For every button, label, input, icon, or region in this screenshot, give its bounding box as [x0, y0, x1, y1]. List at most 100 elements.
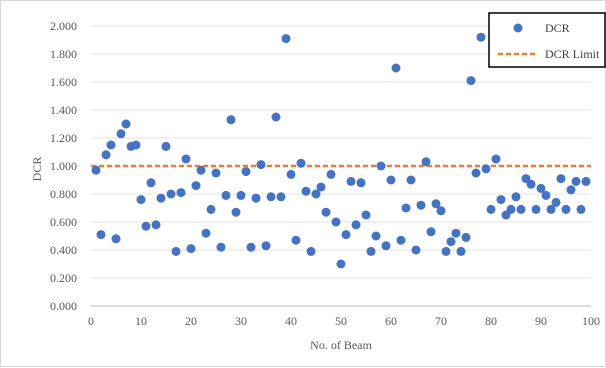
data-point: [341, 230, 351, 240]
data-point: [91, 165, 101, 175]
data-point: [261, 241, 271, 251]
legend-label-dcr: DCR: [545, 21, 570, 35]
data-point: [511, 192, 521, 202]
x-tick-label: 40: [285, 314, 297, 328]
y-tick-label: 1.000: [50, 159, 77, 173]
data-point: [531, 204, 541, 214]
data-point: [101, 150, 111, 160]
data-point: [506, 204, 516, 214]
data-point: [211, 168, 221, 178]
legend-box: [488, 12, 606, 68]
data-point: [136, 195, 146, 205]
data-point: [451, 228, 461, 238]
data-point: [301, 186, 311, 196]
data-point: [201, 228, 211, 238]
data-point: [96, 230, 106, 240]
data-point: [476, 32, 486, 42]
data-point: [396, 235, 406, 245]
data-point: [231, 207, 241, 217]
data-point: [306, 246, 316, 256]
y-tick-label: 0.200: [50, 271, 77, 285]
data-point: [186, 244, 196, 254]
data-point: [266, 192, 276, 202]
y-axis-ticks: 0.000 0.200 0.400 0.600 0.800 1.000 1.200 1.400…: [50, 19, 77, 313]
y-tick-label: 0.000: [50, 299, 77, 313]
data-point: [421, 157, 431, 167]
data-point: [431, 199, 441, 209]
data-point: [121, 119, 131, 129]
data-point: [526, 179, 536, 189]
y-tick-label: 1.200: [50, 131, 77, 145]
data-point: [446, 237, 456, 247]
data-point: [386, 175, 396, 185]
data-point: [146, 178, 156, 188]
data-point: [236, 190, 246, 200]
data-point: [281, 34, 291, 44]
data-point: [406, 175, 416, 185]
data-point: [466, 76, 476, 86]
data-point: [491, 154, 501, 164]
y-tick-label: 1.800: [50, 47, 77, 61]
data-point: [111, 234, 121, 244]
data-point: [251, 193, 261, 203]
x-tick-label: 0: [88, 314, 94, 328]
y-tick-label: 0.600: [50, 215, 77, 229]
y-tick-label: 1.400: [50, 103, 77, 117]
data-point: [481, 164, 491, 174]
data-point: [221, 190, 231, 200]
data-point: [566, 185, 576, 195]
data-point: [156, 193, 166, 203]
data-point: [106, 140, 116, 150]
data-point: [191, 181, 201, 191]
data-point: [311, 189, 321, 199]
data-point: [561, 204, 571, 214]
data-point: [581, 176, 591, 186]
x-tick-label: 30: [235, 314, 247, 328]
legend-label-dcr-limit: DCR Limit: [545, 47, 600, 61]
data-point: [461, 232, 471, 242]
data-point: [226, 115, 236, 125]
data-point: [391, 63, 401, 73]
data-point: [176, 188, 186, 198]
legend: DCR DCR Limit: [488, 12, 606, 68]
data-point: [356, 178, 366, 188]
data-point: [321, 207, 331, 217]
data-point: [296, 158, 306, 168]
data-point: [381, 241, 391, 251]
x-tick-label: 90: [535, 314, 547, 328]
data-point: [401, 203, 411, 213]
data-point: [371, 231, 381, 241]
data-point: [181, 154, 191, 164]
data-point: [326, 169, 336, 179]
y-tick-label: 1.600: [50, 75, 77, 89]
data-point: [496, 195, 506, 205]
data-point: [161, 141, 171, 151]
data-point: [141, 221, 151, 231]
data-point: [516, 204, 526, 214]
data-point: [456, 246, 466, 256]
data-point: [411, 245, 421, 255]
data-point: [536, 183, 546, 193]
data-point: [361, 210, 371, 220]
y-tick-label: 0.400: [50, 243, 77, 257]
data-point: [151, 220, 161, 230]
data-point: [346, 176, 356, 186]
data-point: [576, 204, 586, 214]
data-point: [546, 204, 556, 214]
data-point: [241, 167, 251, 177]
data-point: [291, 235, 301, 245]
data-point: [556, 174, 566, 184]
data-point: [131, 140, 141, 150]
data-point: [571, 176, 581, 186]
data-point: [426, 227, 436, 237]
x-tick-label: 10: [135, 314, 147, 328]
data-point: [246, 242, 256, 252]
data-point: [416, 200, 426, 210]
data-points: [91, 32, 591, 269]
x-axis-ticks: 0 10 20 30 40 50 60 70 80 90 100: [88, 314, 600, 328]
y-tick-label: 2.000: [50, 19, 77, 33]
data-point: [366, 246, 376, 256]
data-point: [316, 182, 326, 192]
